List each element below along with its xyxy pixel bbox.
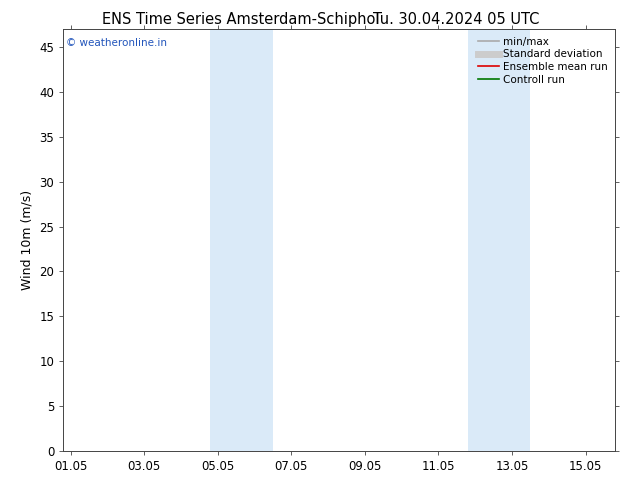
Text: Tu. 30.04.2024 05 UTC: Tu. 30.04.2024 05 UTC [373, 12, 540, 27]
Y-axis label: Wind 10m (m/s): Wind 10m (m/s) [21, 190, 34, 290]
Legend: min/max, Standard deviation, Ensemble mean run, Controll run: min/max, Standard deviation, Ensemble me… [476, 35, 610, 87]
Text: © weatheronline.in: © weatheronline.in [66, 38, 167, 48]
Bar [210, 29, 273, 451]
Bar [468, 29, 531, 451]
Text: ENS Time Series Amsterdam-Schiphol: ENS Time Series Amsterdam-Schiphol [102, 12, 380, 27]
